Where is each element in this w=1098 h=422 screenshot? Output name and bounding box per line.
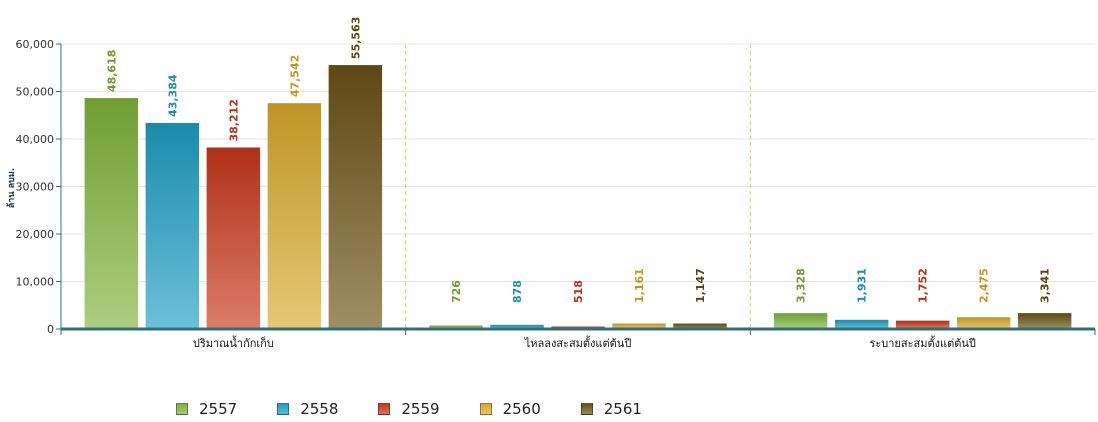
legend-label: 2557: [199, 400, 238, 418]
data-label: 48,618: [105, 50, 118, 92]
data-label: 878: [511, 280, 524, 303]
data-label: 1,752: [917, 268, 930, 303]
x-category-label: ไหลลงสะสมตั้งแต่ต้นปี: [524, 335, 632, 350]
legend-item-2558[interactable]: 2558: [277, 400, 338, 418]
legend: 2557 2558 2559 2560 2561: [176, 400, 682, 418]
data-label: 47,542: [288, 55, 301, 97]
y-tick-label: 60,000: [16, 38, 55, 51]
bar-2559: [895, 320, 950, 329]
y-tick-label: 40,000: [16, 133, 55, 146]
y-axis-title: ล้าน ลบม.: [6, 168, 17, 208]
y-tick-label: 50,000: [16, 86, 55, 99]
category-separators: [405, 44, 751, 329]
bar-2558: [145, 122, 200, 330]
bar-2558: [490, 324, 544, 329]
x-category-label: ปริมาณน้ำกักเก็บ: [193, 335, 274, 350]
legend-item-2559[interactable]: 2559: [378, 400, 440, 418]
data-label: 1,147: [694, 268, 707, 303]
bar-2561: [673, 323, 727, 329]
legend-swatch: [479, 403, 492, 415]
data-label: 1,161: [633, 268, 646, 303]
legend-label: 2561: [603, 400, 642, 418]
data-label: 3,328: [795, 268, 808, 303]
bar-2557: [773, 313, 828, 329]
y-tick-label: 20,000: [16, 228, 55, 241]
bar-2561: [1017, 313, 1072, 329]
data-label: 43,384: [166, 74, 179, 117]
legend-item-2557[interactable]: 2557: [176, 400, 237, 418]
data-label: 3,341: [1039, 268, 1052, 303]
data-label: 38,212: [227, 99, 240, 141]
legend-label: 2560: [502, 400, 541, 418]
legend-swatch: [176, 403, 188, 415]
x-category-label: ระบายสะสมตั้งแต่ต้นปี: [869, 335, 975, 350]
legend-item-2560[interactable]: 2560: [479, 400, 541, 418]
bar-2557: [429, 325, 483, 329]
bar-2560: [956, 317, 1011, 329]
bar-2559: [206, 147, 261, 329]
bar-2560: [267, 103, 322, 329]
legend-swatch: [580, 403, 593, 415]
data-label: 2,475: [978, 268, 991, 303]
bar-2560: [612, 323, 666, 329]
chart-canvas: 48,618 43,384 38,212 47,542 55,563 726 878 518 1…: [6, 17, 1096, 350]
bar-2561: [328, 65, 383, 330]
data-label: 1,931: [856, 268, 869, 303]
legend-item-2561[interactable]: 2561: [580, 400, 642, 418]
bar-2557: [84, 98, 139, 329]
data-label: 726: [450, 280, 463, 303]
data-labels: 48,618 43,384 38,212 47,542 55,563 726 878 518 1…: [105, 17, 1051, 303]
y-tick-label: 0: [47, 323, 54, 336]
y-tick-label: 10,000: [16, 276, 55, 289]
bar-2558: [834, 319, 889, 329]
data-label: 55,563: [349, 17, 362, 59]
legend-label: 2559: [401, 400, 440, 418]
legend-swatch: [378, 403, 391, 415]
legend-swatch: [277, 403, 290, 415]
data-label: 518: [572, 280, 585, 303]
axes: 0 10,000 20,000 30,000 40,000 50,000 60,000 ปริ…: [16, 38, 1096, 350]
legend-label: 2558: [300, 400, 339, 418]
bars: [84, 65, 1072, 330]
y-tick-label: 30,000: [16, 181, 55, 194]
